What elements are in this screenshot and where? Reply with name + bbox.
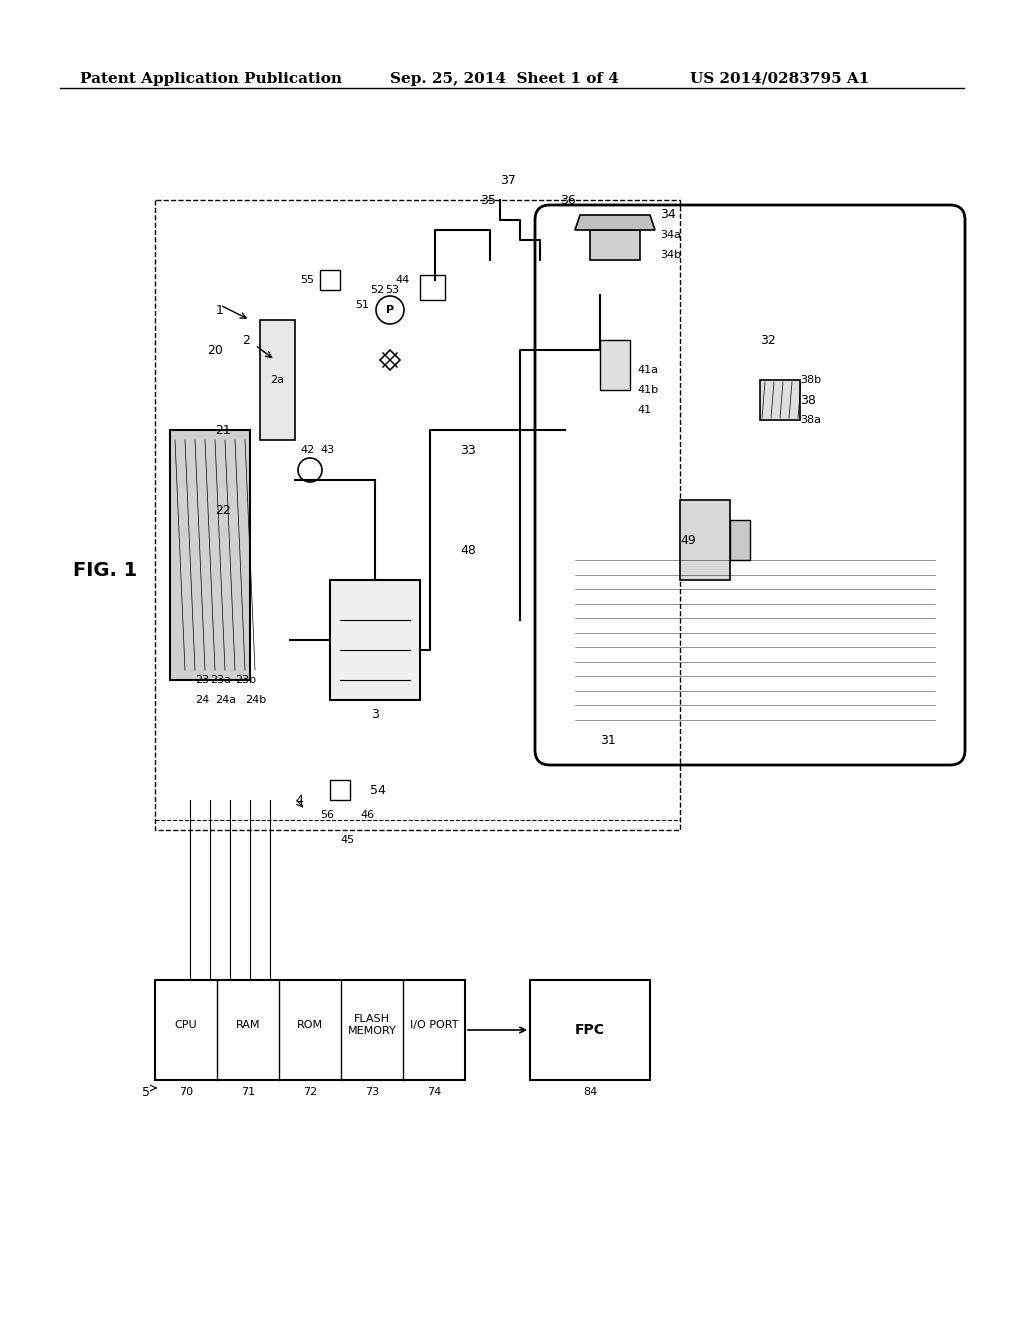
Text: 51: 51 <box>355 300 369 310</box>
Bar <box>530 979 650 1080</box>
Text: P: P <box>386 305 394 315</box>
Text: 55: 55 <box>300 275 314 285</box>
Text: 42: 42 <box>300 445 314 455</box>
Text: 41: 41 <box>637 405 651 414</box>
Text: FLASH
MEMORY: FLASH MEMORY <box>347 1014 396 1036</box>
Text: 23a: 23a <box>210 675 231 685</box>
Text: 70: 70 <box>179 1086 194 1097</box>
Text: 37: 37 <box>500 173 516 186</box>
Text: 54: 54 <box>370 784 386 796</box>
Text: 53: 53 <box>385 285 399 294</box>
Text: 38: 38 <box>800 393 816 407</box>
Bar <box>330 579 420 700</box>
Text: 36: 36 <box>560 194 575 206</box>
Text: 32: 32 <box>760 334 776 346</box>
Bar <box>730 520 750 560</box>
Text: 33: 33 <box>460 444 476 457</box>
Text: 21: 21 <box>215 424 230 437</box>
Text: RAM: RAM <box>236 1020 260 1030</box>
Polygon shape <box>380 350 400 370</box>
Text: 1: 1 <box>216 304 224 317</box>
Text: 84: 84 <box>583 1086 597 1097</box>
Text: 24: 24 <box>195 696 209 705</box>
Text: FIG. 1: FIG. 1 <box>73 561 137 579</box>
Text: 23: 23 <box>195 675 209 685</box>
Text: 34b: 34b <box>660 249 681 260</box>
Text: 44: 44 <box>395 275 410 285</box>
Text: FPC: FPC <box>575 1023 605 1038</box>
Text: 41a: 41a <box>637 366 658 375</box>
Text: 38b: 38b <box>800 375 821 385</box>
Text: 35: 35 <box>480 194 496 206</box>
Bar <box>319 271 340 290</box>
Text: 56: 56 <box>319 810 334 820</box>
Text: 2a: 2a <box>270 375 284 385</box>
Circle shape <box>376 296 404 323</box>
Text: 4: 4 <box>295 793 303 807</box>
Bar <box>680 500 730 579</box>
Text: 34: 34 <box>660 209 676 222</box>
Text: ROM: ROM <box>297 1020 323 1030</box>
Text: 38a: 38a <box>800 414 821 425</box>
Bar <box>600 341 630 389</box>
Text: 71: 71 <box>241 1086 255 1097</box>
Text: 24a: 24a <box>215 696 237 705</box>
Polygon shape <box>170 430 250 680</box>
Text: 74: 74 <box>427 1086 441 1097</box>
Text: 46: 46 <box>360 810 374 820</box>
Bar <box>420 275 445 300</box>
Polygon shape <box>590 230 640 260</box>
Text: Sep. 25, 2014  Sheet 1 of 4: Sep. 25, 2014 Sheet 1 of 4 <box>390 73 618 86</box>
Text: 49: 49 <box>680 533 695 546</box>
Text: 72: 72 <box>303 1086 317 1097</box>
Bar <box>330 780 350 800</box>
Text: 73: 73 <box>365 1086 379 1097</box>
Text: CPU: CPU <box>175 1020 198 1030</box>
Text: 52: 52 <box>370 285 384 294</box>
Text: 43: 43 <box>319 445 334 455</box>
Text: 34a: 34a <box>660 230 681 240</box>
Text: 5: 5 <box>142 1085 150 1098</box>
Text: 48: 48 <box>460 544 476 557</box>
Text: 2: 2 <box>242 334 250 346</box>
Text: Patent Application Publication: Patent Application Publication <box>80 73 342 86</box>
Text: 24b: 24b <box>245 696 266 705</box>
Text: 41b: 41b <box>637 385 658 395</box>
Text: 31: 31 <box>600 734 615 747</box>
Polygon shape <box>575 215 655 230</box>
Text: 3: 3 <box>371 709 379 722</box>
Text: 23b: 23b <box>234 675 256 685</box>
Text: US 2014/0283795 A1: US 2014/0283795 A1 <box>690 73 869 86</box>
Text: 20: 20 <box>207 343 223 356</box>
Bar <box>760 380 800 420</box>
Text: 22: 22 <box>215 503 230 516</box>
Text: 45: 45 <box>340 836 354 845</box>
Text: I/O PORT: I/O PORT <box>410 1020 459 1030</box>
Bar <box>260 319 295 440</box>
Bar <box>155 979 465 1080</box>
